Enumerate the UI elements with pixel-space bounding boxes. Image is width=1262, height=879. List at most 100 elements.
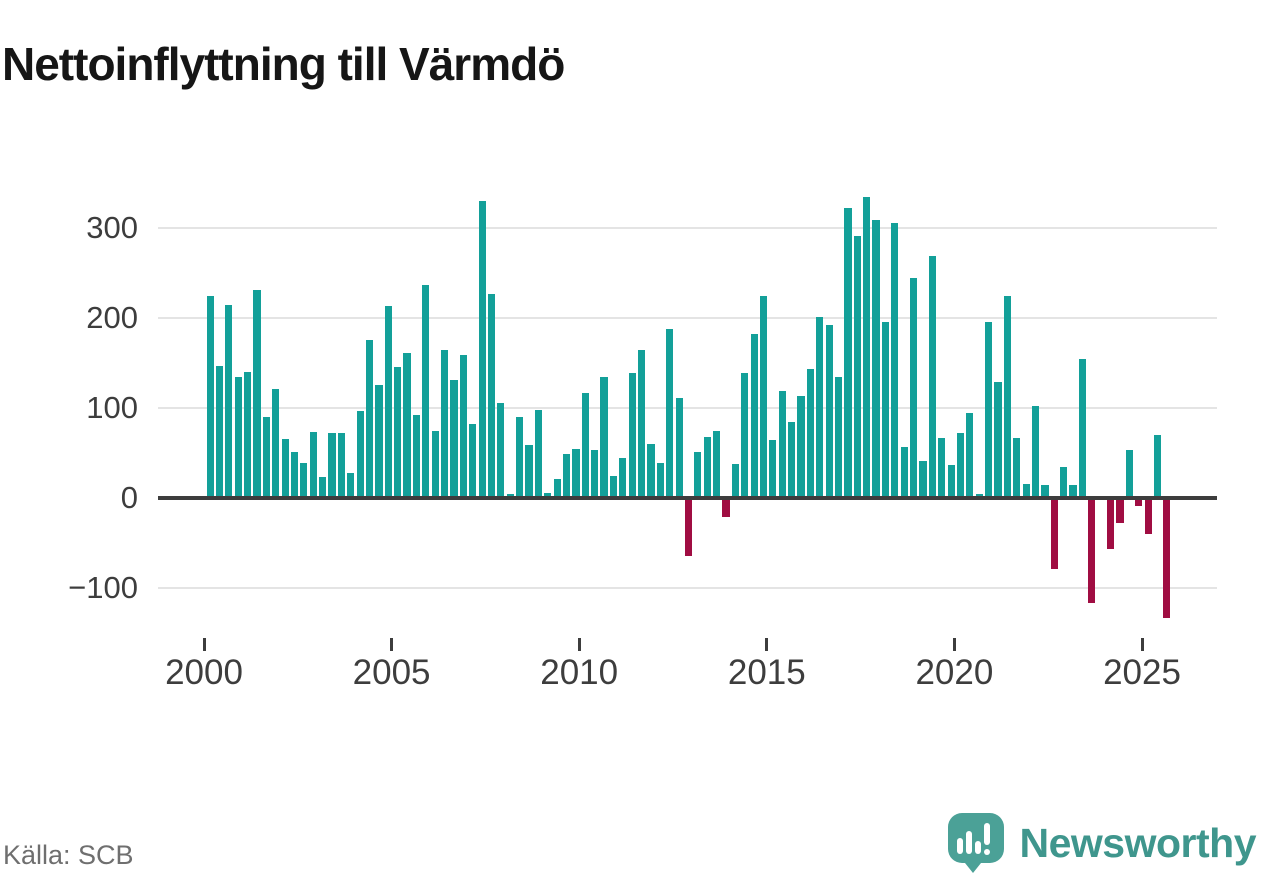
bar-2008Q2	[516, 417, 524, 498]
bar-2019Q4	[947, 464, 955, 498]
bar-2022Q1	[1031, 406, 1040, 498]
bar-2007Q1	[469, 424, 477, 498]
bar-2014Q3	[750, 334, 758, 498]
bar-2009Q4	[572, 449, 580, 498]
bar-2007Q2	[478, 201, 486, 498]
bar-2016Q1	[806, 369, 814, 498]
bar-2006Q1	[431, 430, 439, 498]
bar-2017Q2	[853, 236, 861, 498]
logo-bar-2	[965, 831, 972, 854]
bar-2020Q4	[985, 321, 993, 498]
bar-2011Q4	[647, 444, 655, 498]
bar-2005Q2	[403, 353, 411, 498]
bar-2012Q3	[675, 398, 683, 498]
bar-2005Q3	[412, 415, 421, 498]
bar-2016Q3	[825, 325, 833, 498]
bar-2008Q3	[525, 444, 533, 498]
x-tick-2025	[1140, 638, 1144, 651]
bar-2016Q4	[834, 376, 843, 498]
bar-2024Q1	[1106, 498, 1115, 550]
x-tick-2010	[577, 638, 581, 651]
bar-2001Q2	[253, 290, 261, 498]
logo-exclamation-dot	[983, 849, 990, 855]
bar-2006Q2	[441, 350, 449, 498]
bar-2023Q3	[1088, 498, 1096, 604]
bar-2003Q4	[347, 472, 355, 498]
bar-2020Q2	[966, 413, 974, 498]
newsworthy-speech-bubble-chart-icon	[947, 813, 1004, 873]
bar-2021Q1	[994, 381, 1002, 498]
bar-2007Q4	[497, 402, 505, 498]
newsworthy-brand: Newsworthy	[944, 810, 1257, 876]
bar-2018Q4	[910, 278, 918, 498]
bar-2004Q3	[375, 384, 383, 498]
bar-2006Q3	[450, 380, 458, 498]
bar-2024Q4	[1135, 498, 1143, 507]
bar-2005Q1	[394, 366, 402, 498]
bar-2002Q1	[281, 438, 289, 498]
bar-2007Q3	[487, 293, 496, 498]
bar-2018Q3	[900, 446, 908, 498]
bar-2020Q1	[956, 433, 965, 498]
bar-2010Q4	[609, 476, 618, 498]
logo-bar-3	[974, 841, 981, 854]
bar-2013Q4	[722, 498, 730, 517]
bar-2014Q4	[759, 295, 768, 498]
bar-2021Q3	[1013, 437, 1021, 498]
bar-2022Q2	[1041, 484, 1049, 498]
y-tick-label-100: 100	[86, 390, 138, 425]
bar-2014Q2	[741, 372, 749, 498]
bar-2003Q1	[319, 477, 327, 498]
y-tick-label--100: −100	[68, 570, 138, 605]
bar-2011Q2	[628, 372, 636, 498]
bar-2023Q2	[1078, 358, 1087, 498]
bar-2015Q2	[778, 390, 786, 498]
bar-2025Q3	[1163, 498, 1171, 618]
bar-2023Q1	[1069, 484, 1077, 498]
zero-axis-line	[158, 496, 1217, 500]
bar-2017Q1	[844, 208, 852, 498]
bar-2000Q2	[215, 365, 224, 498]
x-tick-label-2000: 2000	[165, 653, 243, 692]
bar-2021Q2	[1003, 295, 1011, 498]
gridline-300	[158, 227, 1217, 229]
bar-2013Q1	[694, 452, 702, 498]
gridline-100	[158, 407, 1217, 409]
bar-2005Q4	[422, 284, 430, 498]
bar-2001Q3	[262, 417, 270, 498]
bar-2015Q4	[797, 396, 805, 498]
bar-2019Q3	[938, 437, 946, 498]
brand-name: Newsworthy	[1019, 819, 1257, 866]
bar-2024Q3	[1125, 450, 1133, 498]
x-tick-2000	[202, 638, 206, 651]
bar-2008Q4	[534, 409, 542, 498]
bar-2002Q4	[309, 432, 317, 498]
bar-2013Q2	[703, 436, 711, 498]
bar-2010Q2	[591, 450, 599, 498]
bar-2009Q1	[544, 492, 552, 498]
bar-2024Q2	[1116, 498, 1124, 524]
x-tick-2015	[765, 638, 769, 651]
x-tick-label-2010: 2010	[540, 653, 619, 692]
bar-2025Q2	[1153, 435, 1162, 498]
bar-2010Q3	[600, 377, 608, 498]
bar-2001Q4	[272, 389, 280, 498]
bar-2004Q1	[356, 410, 364, 498]
bar-2002Q3	[300, 462, 308, 498]
bar-2016Q2	[816, 317, 824, 498]
bar-2001Q1	[244, 372, 252, 498]
bar-2003Q2	[328, 433, 336, 498]
bar-2018Q1	[881, 321, 890, 498]
bar-2025Q1	[1144, 498, 1152, 534]
bar-2011Q3	[637, 350, 646, 498]
bar-2012Q1	[656, 462, 664, 498]
bar-2000Q3	[225, 304, 233, 498]
bar-2022Q3	[1050, 498, 1058, 570]
bar-2012Q2	[666, 328, 674, 498]
x-tick-label-2005: 2005	[352, 653, 431, 692]
bar-2000Q4	[234, 376, 242, 498]
bar-2004Q4	[384, 306, 392, 498]
x-tick-label-2015: 2015	[727, 653, 806, 692]
y-tick-label-0: 0	[120, 480, 138, 515]
